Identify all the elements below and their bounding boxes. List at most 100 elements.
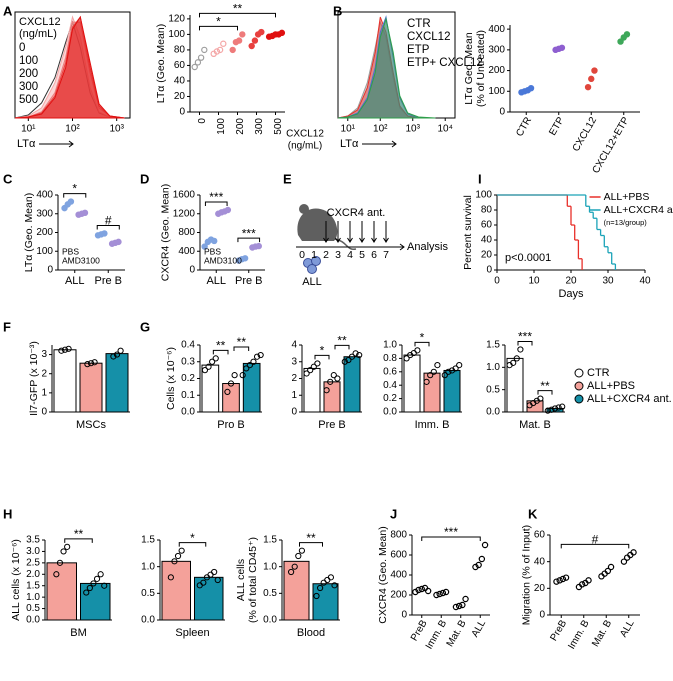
y-tick-label: 200 (488, 65, 505, 76)
data-point (291, 563, 298, 570)
data-point (201, 243, 208, 250)
data-point (229, 46, 236, 54)
data-point (527, 84, 535, 92)
y-tick-label: 300 (488, 44, 505, 55)
data-point (56, 559, 64, 566)
data-point (442, 588, 450, 596)
legend-label: AMD3100 (62, 255, 100, 265)
bar (283, 560, 310, 621)
data-point (548, 406, 555, 413)
data-point (481, 541, 489, 549)
data-point (537, 395, 544, 402)
x-tick-label: ALL (206, 275, 226, 287)
significance-label: ** (216, 339, 226, 353)
legend-marker (574, 394, 584, 404)
significance-label: *** (209, 190, 223, 204)
significance-bracket (199, 25, 238, 31)
density-curve (14, 15, 125, 119)
day-label: 5 (359, 249, 365, 261)
treatment-label: CXCR4 ant. (327, 207, 386, 219)
y-tick-label: 4 (291, 340, 297, 351)
x-tick-label: 300 (254, 118, 265, 135)
y-tick-label: 0.4 (383, 380, 397, 391)
y-tick-label: 0 (41, 407, 47, 418)
data-point (478, 555, 486, 563)
y-tick-label: 60 (481, 220, 493, 231)
significance-label: * (320, 344, 325, 358)
data-point (255, 242, 262, 250)
x-axis-label: Days (558, 288, 584, 300)
data-point (327, 378, 334, 385)
bar (79, 362, 103, 413)
legend-marker (574, 368, 584, 378)
data-point (588, 75, 595, 83)
y-tick-label: 1200 (173, 208, 196, 219)
data-point (201, 46, 208, 54)
bar (303, 367, 321, 413)
bar (403, 354, 421, 413)
data-point (456, 362, 463, 369)
data-point (307, 367, 314, 374)
y-tick-label: 3 (41, 349, 47, 360)
significance-label: ** (233, 2, 243, 16)
y-tick-label: 3.0 (26, 546, 40, 557)
dose-arrow (359, 221, 365, 243)
significance-label: ** (237, 335, 247, 349)
significance-bracket (233, 346, 250, 352)
legend-label: 300 (19, 81, 38, 93)
y-tick-label: 40 (534, 556, 546, 567)
data-point (452, 365, 459, 372)
data-point (246, 362, 253, 369)
significance-label: *** (444, 525, 458, 539)
data-point (441, 372, 448, 379)
y-tick-label: 2 (41, 368, 47, 379)
y-tick-label: 800 (390, 530, 407, 541)
bar (53, 349, 77, 413)
data-point (101, 582, 108, 589)
y-tick-label: 1.5 (26, 580, 40, 591)
data-point (434, 362, 441, 369)
y-tick-label: 400 (488, 24, 505, 35)
x-tick-label: Mat. B (445, 618, 469, 649)
x-tick-label: Imm. B (566, 618, 592, 651)
y-axis-label: Migration (% of Input) (521, 525, 533, 625)
data-point (201, 367, 209, 374)
y-tick-label: 100 (36, 246, 53, 257)
data-point (317, 584, 324, 592)
x-tick-label: ALL (470, 618, 489, 639)
data-point (257, 351, 264, 359)
data-point (174, 552, 182, 560)
bar (80, 582, 111, 621)
x-axis-label: (ng/mL) (288, 141, 322, 152)
legend-label: 0 (19, 42, 25, 54)
data-point (462, 595, 469, 603)
y-tick-label: 400 (390, 570, 407, 581)
data-point (248, 42, 255, 50)
data-point (585, 577, 592, 584)
significance-bracket (199, 12, 276, 18)
x-tick-label: 10³ (109, 124, 124, 135)
data-point (591, 67, 598, 74)
x-tick-label: 10³ (406, 124, 421, 135)
data-point (327, 574, 334, 581)
y-tick-label: 0.2 (181, 373, 195, 384)
data-point (324, 576, 331, 584)
data-point (403, 355, 410, 362)
bar (312, 583, 339, 621)
x-tick-label: 30 (602, 276, 614, 287)
y-tick-label: 0 (401, 610, 407, 621)
legend-label: ALL+CXCR4 ant. (587, 393, 672, 405)
significance-bracket (421, 536, 481, 541)
y-tick-label: 80 (174, 45, 186, 56)
y-tick-label: 40 (174, 76, 186, 87)
y-tick-label: 600 (390, 550, 407, 561)
y-tick-label: 0 (291, 407, 297, 418)
x-tick-label: Mat. B (590, 618, 614, 649)
legend-label: PBS (204, 246, 221, 256)
data-point (418, 585, 425, 593)
bar (46, 562, 77, 621)
day-label: 6 (371, 249, 377, 261)
day-label: 0 (299, 249, 305, 261)
x-tick-label: 10² (373, 124, 388, 135)
x-tick-label: ALL (618, 618, 637, 639)
